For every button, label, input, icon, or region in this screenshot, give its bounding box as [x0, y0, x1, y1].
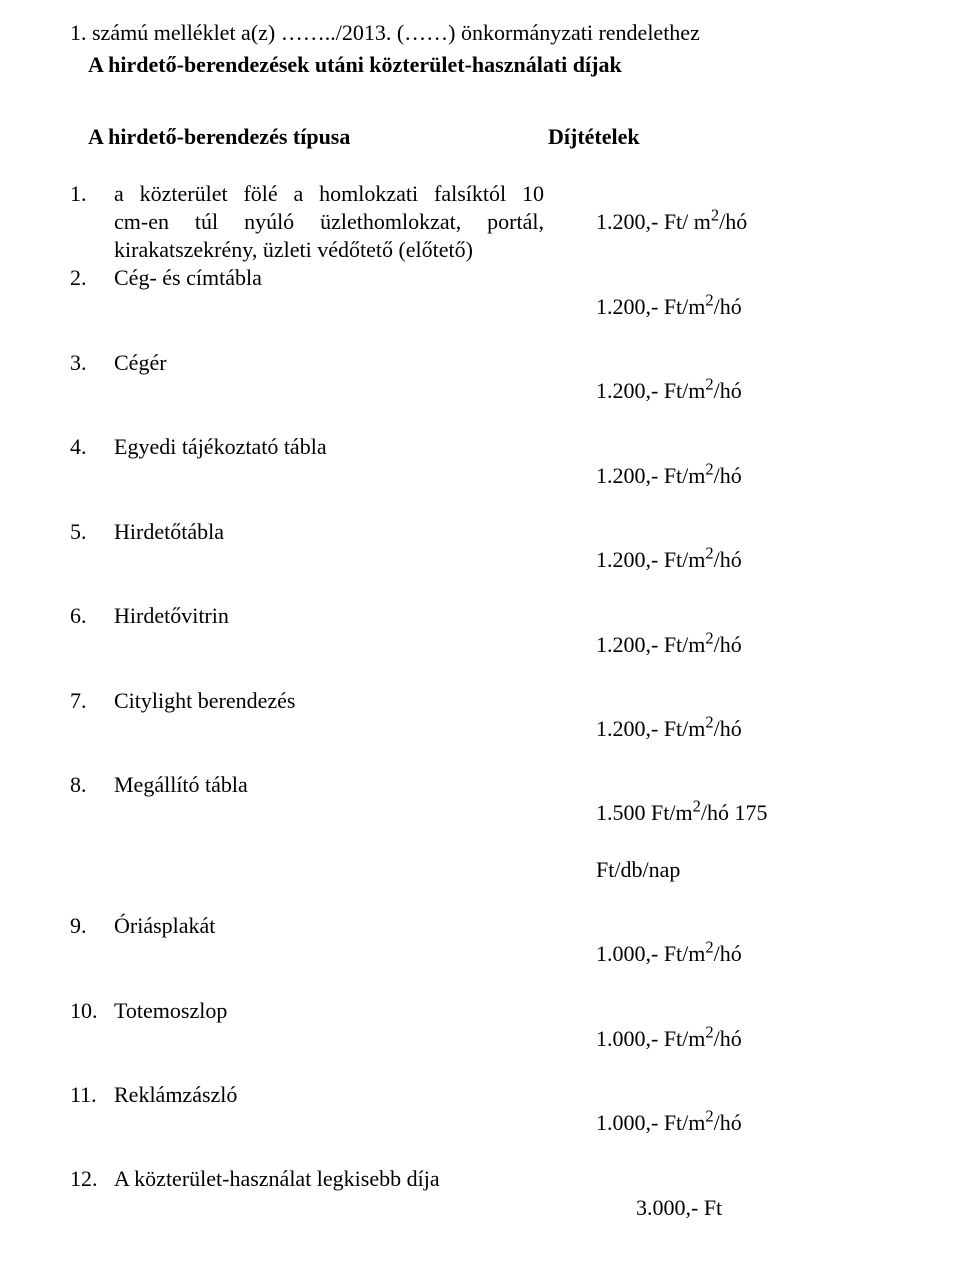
document-page: 1. számú melléklet a(z) ……../2013. (……) …	[0, 0, 960, 1270]
item-number: 11.	[70, 1081, 114, 1109]
list-item: 3. Cégér 1.200,- Ft/m2/hó	[70, 349, 900, 433]
item-number: 2.	[70, 264, 114, 292]
value-prefix: 1.200,- Ft/m	[596, 547, 705, 572]
value-exponent: 2	[705, 938, 713, 957]
item-number: 10.	[70, 997, 114, 1025]
value-prefix: 1.000,- Ft/m	[596, 1026, 705, 1051]
value-exponent: 2	[711, 206, 719, 225]
value-exponent: 2	[705, 375, 713, 394]
item-value: 1.200,- Ft/m2/hó	[552, 687, 900, 771]
list-item: 1. a közterület fölé a homlokzati falsík…	[70, 180, 900, 264]
value-exponent: 2	[705, 1022, 713, 1041]
value-prefix: 1.200,- Ft/m	[596, 463, 705, 488]
value-exponent: 2	[693, 797, 701, 816]
value-suffix: /hó	[714, 294, 742, 319]
value-suffix: /hó	[714, 1026, 742, 1051]
desc-line: kirakatszekrény, üzleti védőtető (előtet…	[114, 236, 544, 264]
list-item: 7. Citylight berendezés 1.200,- Ft/m2/hó	[70, 687, 900, 771]
value-exponent: 2	[705, 544, 713, 563]
list-item: 9. Óriásplakát 1.000,- Ft/m2/hó	[70, 912, 900, 996]
item-description: Reklámzászló	[114, 1081, 552, 1109]
value-plain: 3.000,- Ft	[636, 1195, 722, 1220]
list-item: 2. Cég- és címtábla 1.200,- Ft/m2/hó	[70, 264, 900, 348]
page-subtitle: A hirdető-berendezések utáni közterület-…	[88, 52, 900, 78]
header-type-label: A hirdető-berendezés típusa	[88, 124, 548, 150]
desc-line: cm-en túl nyúló üzlethomlokzat, portál,	[114, 208, 544, 236]
item-value: 1.200,- Ft/m2/hó	[552, 518, 900, 602]
value-prefix: 1.000,- Ft/m	[596, 941, 705, 966]
item-description: Hirdetőtábla	[114, 518, 552, 546]
value-exponent: 2	[705, 713, 713, 732]
value-prefix: 1.000,- Ft/m	[596, 1110, 705, 1135]
list-item: 6. Hirdetővitrin 1.200,- Ft/m2/hó	[70, 602, 900, 686]
item-number: 8.	[70, 771, 114, 799]
value-suffix: /hó	[714, 632, 742, 657]
value-exponent: 2	[705, 1107, 713, 1126]
item-description: Hirdetővitrin	[114, 602, 552, 630]
item-description: Óriásplakát	[114, 912, 552, 940]
item-description: Citylight berendezés	[114, 687, 552, 715]
item-description: Cég- és címtábla	[114, 264, 552, 292]
item-description: Totemoszlop	[114, 997, 552, 1025]
value-exponent: 2	[705, 628, 713, 647]
item-number: 9.	[70, 912, 114, 940]
list-item: 10. Totemoszlop 1.000,- Ft/m2/hó	[70, 997, 900, 1081]
item-value: 1.200,- Ft/m2/hó	[552, 349, 900, 433]
value-prefix: 1.200,- Ft/m	[596, 632, 705, 657]
header-value-label: Díjtételek	[548, 124, 900, 150]
item-number: 3.	[70, 349, 114, 377]
value-prefix: 1.200,- Ft/ m	[596, 209, 711, 234]
item-value: 1.200,- Ft/m2/hó	[552, 264, 900, 348]
value-exponent: 2	[705, 459, 713, 478]
item-number: 4.	[70, 433, 114, 461]
item-value: 1.000,- Ft/m2/hó	[552, 912, 900, 996]
value-exponent: 2	[705, 290, 713, 309]
list-item: 12. A közterület-használat legkisebb díj…	[70, 1165, 900, 1249]
desc-line: a közterület fölé a homlokzati falsíktól…	[114, 181, 544, 206]
item-number: 7.	[70, 687, 114, 715]
page-title: 1. számú melléklet a(z) ……../2013. (……) …	[70, 20, 900, 46]
item-value: 1.200,- Ft/m2/hó	[552, 433, 900, 517]
item-value: 3.000,- Ft	[552, 1165, 900, 1249]
value-suffix: /hó	[714, 378, 742, 403]
value-suffix: /hó	[714, 941, 742, 966]
value-suffix: /hó	[714, 716, 742, 741]
item-value: 1.200,- Ft/ m2/hó	[552, 180, 900, 264]
value-extra-line: Ft/db/nap	[596, 857, 680, 882]
list-item: 5. Hirdetőtábla 1.200,- Ft/m2/hó	[70, 518, 900, 602]
value-suffix: /hó 175	[701, 800, 768, 825]
column-header-row: A hirdető-berendezés típusa Díjtételek	[70, 124, 900, 150]
value-suffix: /hó	[714, 547, 742, 572]
item-number: 6.	[70, 602, 114, 630]
item-description: Megállító tábla	[114, 771, 552, 799]
value-prefix: 1.200,- Ft/m	[596, 294, 705, 319]
item-description: A közterület-használat legkisebb díja	[114, 1165, 552, 1193]
value-suffix: /hó	[719, 209, 747, 234]
item-number: 5.	[70, 518, 114, 546]
value-prefix: 1.500 Ft/m	[596, 800, 693, 825]
value-suffix: /hó	[714, 1110, 742, 1135]
value-suffix: /hó	[714, 463, 742, 488]
value-prefix: 1.200,- Ft/m	[596, 716, 705, 741]
item-description: Cégér	[114, 349, 552, 377]
list-item: 8. Megállító tábla 1.500 Ft/m2/hó 175 Ft…	[70, 771, 900, 912]
item-value: 1.200,- Ft/m2/hó	[552, 602, 900, 686]
item-description: Egyedi tájékoztató tábla	[114, 433, 552, 461]
item-value: 1.000,- Ft/m2/hó	[552, 1081, 900, 1165]
item-number: 12.	[70, 1165, 114, 1193]
value-prefix: 1.200,- Ft/m	[596, 378, 705, 403]
item-number: 1.	[70, 180, 114, 208]
list-item: 4. Egyedi tájékoztató tábla 1.200,- Ft/m…	[70, 433, 900, 517]
item-value: 1.500 Ft/m2/hó 175 Ft/db/nap	[552, 771, 900, 912]
list-item: 11. Reklámzászló 1.000,- Ft/m2/hó	[70, 1081, 900, 1165]
fee-list: 1. a közterület fölé a homlokzati falsík…	[70, 180, 900, 1250]
item-value: 1.000,- Ft/m2/hó	[552, 997, 900, 1081]
item-description: a közterület fölé a homlokzati falsíktól…	[114, 180, 552, 264]
